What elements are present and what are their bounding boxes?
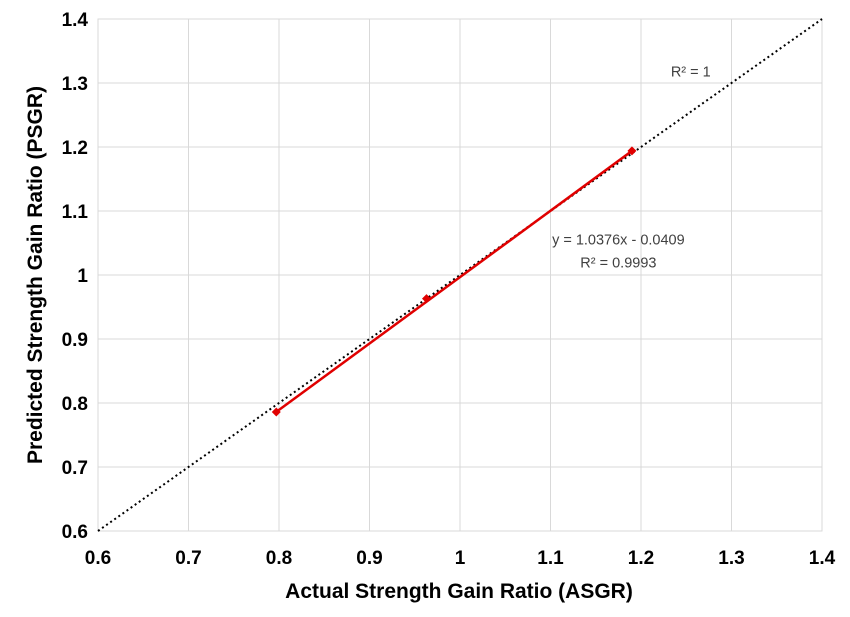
data-point bbox=[422, 294, 432, 304]
y-tick-label: 1.2 bbox=[62, 138, 88, 159]
x-tick-label: 0.7 bbox=[175, 548, 201, 569]
data-point bbox=[271, 407, 281, 417]
y-tick-label: 0.6 bbox=[62, 522, 88, 543]
y-tick-labels: 0.6 0.7 0.8 0.9 1 1.1 1.2 1.3 1.4 bbox=[62, 10, 89, 543]
x-tick-labels: 0.6 0.7 0.8 0.9 1 1.1 1.2 1.3 1.4 bbox=[85, 548, 836, 569]
annotations: R² = 1 y = 1.0376x - 0.0409 R² = 0.9993 bbox=[552, 65, 711, 272]
x-tick-label: 0.8 bbox=[266, 548, 292, 569]
x-tick-label: 1.4 bbox=[809, 548, 836, 569]
data-point bbox=[627, 146, 637, 156]
y-tick-label: 0.7 bbox=[62, 458, 88, 479]
x-tick-label: 1.2 bbox=[628, 548, 654, 569]
plot-area-border bbox=[97, 18, 823, 532]
y-tick-label: 1 bbox=[77, 266, 88, 287]
axes bbox=[97, 18, 823, 532]
x-tick-label: 1.1 bbox=[537, 548, 564, 569]
annotation-label: y = 1.0376x - 0.0409 bbox=[552, 232, 685, 248]
y-tick-label: 1.3 bbox=[62, 74, 88, 95]
y-tick-label: 0.8 bbox=[62, 394, 88, 415]
x-tick-label: 0.9 bbox=[356, 548, 382, 569]
annotation-label: R² = 1 bbox=[671, 65, 711, 81]
x-tick-label: 1 bbox=[455, 548, 466, 569]
x-axis-title: Actual Strength Gain Ratio (ASGR) bbox=[285, 580, 633, 603]
trendline-group bbox=[275, 149, 633, 413]
data-points bbox=[271, 146, 637, 417]
x-tick-label: 1.3 bbox=[718, 548, 744, 569]
y-axis-title: Predicted Strength Gain Ratio (PSGR) bbox=[24, 86, 47, 464]
y-tick-label: 0.9 bbox=[62, 330, 88, 351]
x-tick-label: 0.6 bbox=[85, 548, 111, 569]
y-tick-label: 1.4 bbox=[62, 10, 89, 31]
y-tick-label: 1.1 bbox=[62, 202, 89, 223]
trendline bbox=[275, 149, 633, 413]
annotation-label: R² = 0.9993 bbox=[580, 255, 656, 271]
